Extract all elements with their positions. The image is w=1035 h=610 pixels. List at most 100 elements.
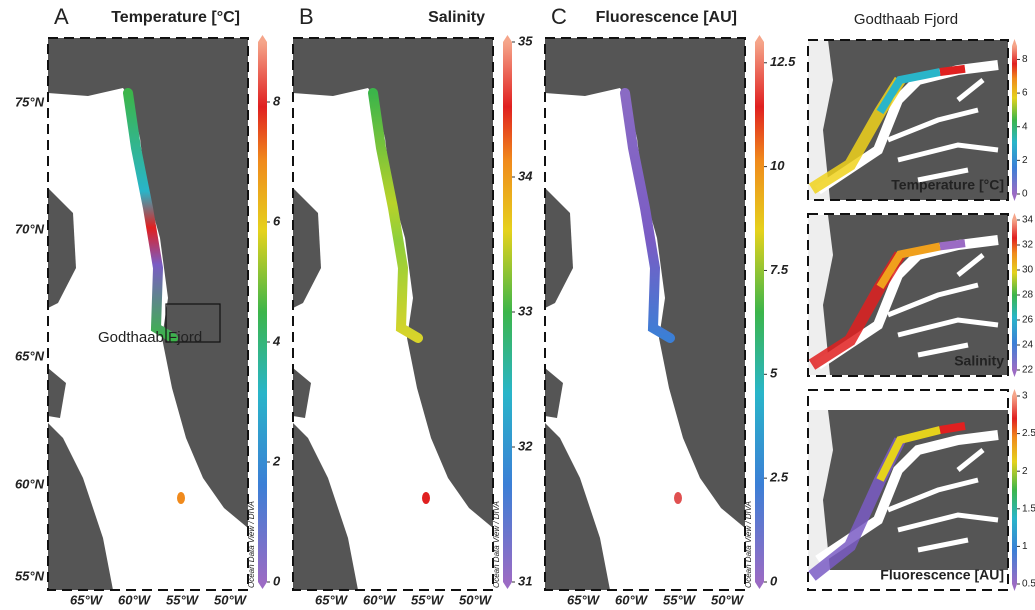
colorbar-tick-label: 10	[770, 158, 785, 173]
colorbar	[258, 42, 267, 582]
longitude-label: 50°W	[711, 592, 745, 607]
colorbar-tip	[503, 35, 512, 42]
station-marker	[177, 492, 185, 504]
inset-label: Fluorescence [AU]	[880, 567, 1004, 583]
inset-label: Salinity	[954, 353, 1004, 369]
inset-track	[876, 426, 941, 482]
colorbar-tick-label: 12.5	[770, 54, 796, 69]
station-marker	[422, 492, 430, 504]
colorbar-tick-label: 32	[1022, 240, 1034, 251]
longitude-label: 55°W	[663, 592, 697, 607]
inset-track	[939, 422, 966, 434]
map	[293, 38, 493, 590]
colorbar-tip	[1012, 194, 1017, 201]
inset-track	[876, 68, 941, 115]
colorbar	[1012, 220, 1017, 370]
colorbar	[503, 42, 512, 582]
region-label: Godthaab Fjord	[98, 329, 202, 346]
colorbar-tick-label: 8	[1022, 54, 1028, 65]
map-frame	[544, 37, 746, 591]
colorbar-tip	[1012, 389, 1017, 396]
colorbar-tip	[258, 35, 267, 42]
colorbar-tip	[755, 582, 764, 589]
colorbar-tick-label: 24	[1022, 340, 1034, 351]
survey-track	[368, 88, 423, 343]
colorbar-tick-label: 2	[1022, 466, 1028, 477]
colorbar-tick-label: 6	[273, 213, 281, 228]
colorbar-tick-label: 0	[770, 573, 778, 588]
panel-title: Salinity	[428, 9, 485, 26]
map-frame	[47, 37, 249, 591]
map	[48, 38, 248, 590]
colorbar-tick-label: 30	[1022, 265, 1034, 276]
colorbar-tick-label: 31	[518, 573, 532, 588]
colorbar-tick-label: 1.5	[1022, 503, 1035, 514]
colorbar	[1012, 46, 1017, 194]
colorbar-tick-label: 28	[1022, 290, 1034, 301]
panel-letter: C	[551, 4, 567, 29]
longitude-label: 55°W	[411, 592, 445, 607]
colorbar	[755, 42, 764, 582]
colorbar-tick-label: 26	[1022, 315, 1034, 326]
inset-frame	[807, 39, 1009, 201]
colorbar-tip	[1012, 39, 1017, 46]
inset-label: Temperature [°C]	[891, 177, 1004, 193]
colorbar-tick-label: 0.5	[1022, 579, 1035, 590]
station-marker	[674, 492, 682, 504]
inset-frame	[807, 389, 1009, 591]
latitude-label: 65°N	[15, 348, 45, 363]
colorbar-tick-label: 7.5	[770, 262, 789, 277]
longitude-label: 65°W	[315, 592, 349, 607]
colorbar-tick-label: 4	[272, 333, 281, 348]
longitude-label: 65°W	[567, 592, 601, 607]
inset-title: Godthaab Fjord	[854, 11, 958, 28]
colorbar-tick-label: 33	[518, 303, 533, 318]
colorbar-tip	[503, 582, 512, 589]
longitude-label: 60°W	[363, 592, 397, 607]
inset-track	[876, 242, 941, 290]
latitude-label: 70°N	[15, 221, 45, 236]
colorbar	[1012, 396, 1017, 584]
credit: Ocean Data View / DIVA	[492, 501, 501, 588]
colorbar-tick-label: 4	[1022, 121, 1028, 132]
panel-title: Fluorescence [AU]	[596, 9, 737, 26]
panel-letter: A	[54, 4, 69, 29]
colorbar-tick-label: 1	[1022, 541, 1028, 552]
survey-track	[123, 88, 178, 343]
colorbar-tip	[258, 582, 267, 589]
colorbar-tip	[1012, 584, 1017, 591]
colorbar-tick-label: 6	[1022, 88, 1028, 99]
colorbar-tick-label: 2	[272, 453, 281, 468]
longitude-label: 60°W	[118, 592, 152, 607]
longitude-label: 65°W	[70, 592, 104, 607]
colorbar-tick-label: 34	[518, 168, 533, 183]
colorbar-tip	[755, 35, 764, 42]
colorbar-tick-label: 2	[1022, 155, 1028, 166]
credit: Ocean Data View / DIVA	[744, 501, 753, 588]
colorbar-tip	[1012, 213, 1017, 220]
colorbar-tick-label: 5	[770, 366, 778, 381]
longitude-label: 60°W	[615, 592, 649, 607]
survey-track	[620, 88, 675, 343]
map-frame	[292, 37, 494, 591]
inset-frame	[807, 213, 1009, 377]
colorbar-tick-label: 22	[1022, 365, 1034, 376]
panel-letter: B	[299, 4, 314, 29]
latitude-label: 60°N	[15, 476, 45, 491]
longitude-label: 50°W	[459, 592, 493, 607]
inset-track	[939, 239, 966, 251]
latitude-label: 55°N	[15, 568, 45, 583]
credit: Ocean Data View / DIVA	[247, 501, 256, 588]
colorbar-tick-label: 0	[273, 573, 281, 588]
longitude-label: 50°W	[214, 592, 248, 607]
colorbar-tip	[1012, 370, 1017, 377]
latitude-label: 75°N	[15, 94, 45, 109]
colorbar-tick-label: 2.5	[769, 470, 789, 485]
colorbar-tick-label: 32	[518, 438, 533, 453]
colorbar-tick-label: 35	[518, 33, 533, 48]
longitude-label: 55°W	[166, 592, 200, 607]
map	[545, 38, 745, 590]
colorbar-tick-label: 34	[1022, 215, 1034, 226]
region-box	[165, 303, 221, 343]
